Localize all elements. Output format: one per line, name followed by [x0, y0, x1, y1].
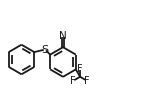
Text: N: N: [59, 31, 67, 41]
Text: S: S: [41, 44, 49, 54]
Text: F: F: [70, 76, 76, 86]
Text: F: F: [84, 76, 90, 86]
Text: F: F: [77, 64, 83, 74]
